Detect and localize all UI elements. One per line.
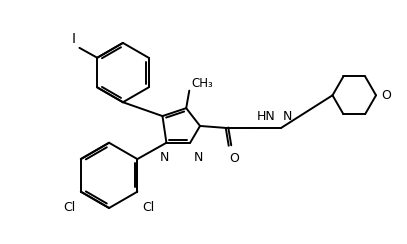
Text: O: O bbox=[381, 89, 391, 102]
Text: HN: HN bbox=[256, 110, 275, 123]
Text: N: N bbox=[283, 110, 293, 123]
Text: N: N bbox=[160, 151, 169, 164]
Text: N: N bbox=[194, 151, 204, 164]
Text: I: I bbox=[72, 32, 75, 46]
Text: CH₃: CH₃ bbox=[191, 77, 213, 90]
Text: O: O bbox=[230, 152, 240, 165]
Text: Cl: Cl bbox=[63, 201, 76, 214]
Text: Cl: Cl bbox=[142, 201, 155, 214]
